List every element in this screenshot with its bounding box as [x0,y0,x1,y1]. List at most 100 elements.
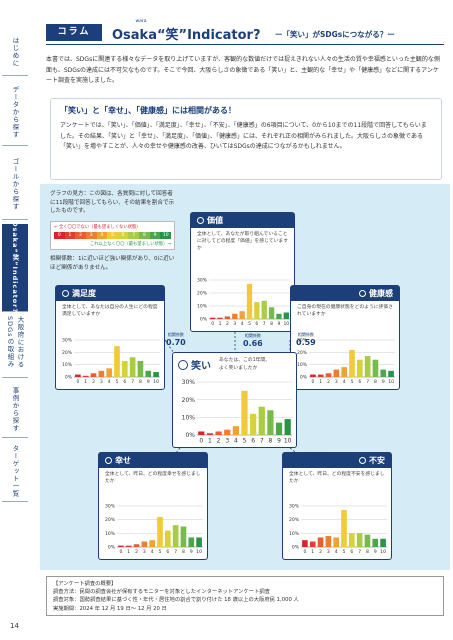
bar [341,367,347,377]
correlation-value: 0.72 [160,460,180,469]
histogram: 0% 10% 20% 30% 0 1 2 3 4 5 6 7 8 9 10 [62,338,160,385]
histogram: 0% 10% 20% 30% 0 1 2 3 4 5 6 7 8 9 10 [105,504,203,555]
x-tick-label: 0 [199,438,203,445]
icon [359,290,366,297]
bar [357,359,363,377]
chart-card: 笑い あなたは、この1年間、よく笑いましたか 0% 10% 20% 30% 0 1 2 3 4 5 6 7… [172,352,297,448]
x-tick-label: 9 [382,379,385,385]
subtitle: ー「笑い」がSDGsにつながる？ー [275,30,395,39]
bar [224,429,231,435]
scale-left: ← 全く〇〇でない（最も望ましくない状態） [54,224,141,230]
y-tick-label: 0% [200,317,208,323]
chart-card: 満足度 全体として、あなたは自分の人生にどの程度満足していますか 0% 10% 20% 3… [55,285,165,390]
y-tick-label: 0% [65,375,73,381]
chart-card: 幸せ 全体として、昨日、どの程度幸せを感じましたか 0% 10% 20% 30% 0 1 2 3 4… [98,452,208,560]
page-number: 14 [10,622,19,630]
y-tick-label: 20% [105,517,116,523]
y-tick-label: 0% [108,545,116,551]
chart-title: 笑い [191,361,211,372]
x-tick-label: 3 [143,549,146,555]
x-tick-label: 0 [303,549,306,555]
bar [372,359,379,377]
x-tick-label: 5 [116,379,119,385]
x-tick-label: 10 [283,321,289,327]
chart-head: 価値 [191,213,294,228]
x-tick-label: 1 [319,379,322,385]
bar [196,537,202,547]
x-tick-label: 5 [343,549,346,555]
scale-cell: 0 [54,231,65,239]
bar [165,530,171,547]
bar [232,313,238,319]
correlation-label: 相関係数 [244,333,261,338]
x-tick-label: 3 [327,549,330,555]
chart-head: 健康感 [291,286,399,301]
title: Osaka“笑”Indicator? [112,28,261,43]
x-tick-label: 8 [182,549,185,555]
bar [268,307,275,319]
bar [317,374,324,377]
x-tick-label: 2 [327,379,330,385]
chart-head: 不安 [283,453,391,468]
correlation-label: 相関係数 [297,332,314,337]
x-tick-label: 5 [243,438,247,445]
scale-cell: 3 [85,231,97,239]
chart-card: 価値 全体として、あなたが取り組んでいることに対してどの程度「価値」を感じています… [190,212,295,332]
x-tick-label: 9 [277,438,281,445]
bar [75,374,81,377]
chart-question: 全体として、昨日、どの程度幸せを感じましたか [105,472,201,485]
y-tick-label: 30% [62,338,73,344]
scale-bar: 0 1 2 3 4 5 6 7 8 9 10 [54,231,172,239]
chart-title: 価値 [207,216,223,225]
bar [149,540,155,547]
footer-line: 調査方法：民間の調査会社が保有するモニターを対象としたインターネットアンケート調… [53,589,270,596]
x-tick-label: 8 [374,379,377,385]
y-tick-label: 20% [62,350,73,356]
bar [118,545,124,547]
x-tick-label: 4 [241,321,244,327]
scale-cell: 4 [96,231,108,239]
bar [284,419,291,435]
correlation-label: 相関係数 [161,454,178,459]
x-tick-label: 10 [153,379,159,385]
chart-title: 健康感 [369,289,393,298]
bar [232,426,239,435]
bar [82,375,89,377]
sidebar-tab: ターゲット一覧 [2,442,28,502]
x-tick-label: 9 [147,379,150,385]
icon [359,457,366,464]
bar [129,357,136,377]
histogram: 0% 10% 20% 30% 0 1 2 3 4 5 6 7 8 9 10 [197,278,290,327]
bar [356,533,363,547]
bar [210,317,216,319]
sidebar-tab: ゴールから探す [2,150,28,220]
bar [241,390,248,435]
x-tick-label: 8 [366,549,369,555]
scale-cell: 6 [117,231,129,239]
bar [137,360,144,377]
scale-right: これ以上なく〇〇（最も望ましい状態）→ [90,241,171,247]
intro: 本書では、SDGsに関連する様々なデータを取り上げていますが、客観的な数値だけで… [46,56,440,84]
chart-head: 笑い あなたは、この1年間、よく笑いましたか [173,353,296,372]
footer: 【アンケート調査の概要】 調査方法：民間の調査会社が保有するモニターを対象とした… [46,576,444,616]
chart-title: 満足度 [72,289,96,298]
x-tick-label: 0 [311,379,314,385]
scale-cell: 2 [75,231,86,239]
scale-cell: 1 [64,231,76,239]
bar [217,317,223,319]
chart-title: 不安 [369,456,385,465]
x-tick-label: 9 [190,549,193,555]
bar [188,537,195,547]
bar [250,413,257,435]
correlation-value: 0.59 [296,338,316,347]
chart-card: 健康感 ご自身の現在の健康状態をどのように評価されていますか 0% 10% 20% 30%… [290,285,400,390]
bar [246,283,253,319]
bar [276,313,282,319]
y-tick-label: 30% [297,338,308,344]
scale-cell: 10 [160,231,172,239]
sidebar-tab: Osaka“笑”Indicator? [2,221,28,314]
bar [267,410,274,435]
chart-question: ご自身の現在の健康状態をどのように評価されていますか [297,305,393,318]
bar [106,368,112,377]
